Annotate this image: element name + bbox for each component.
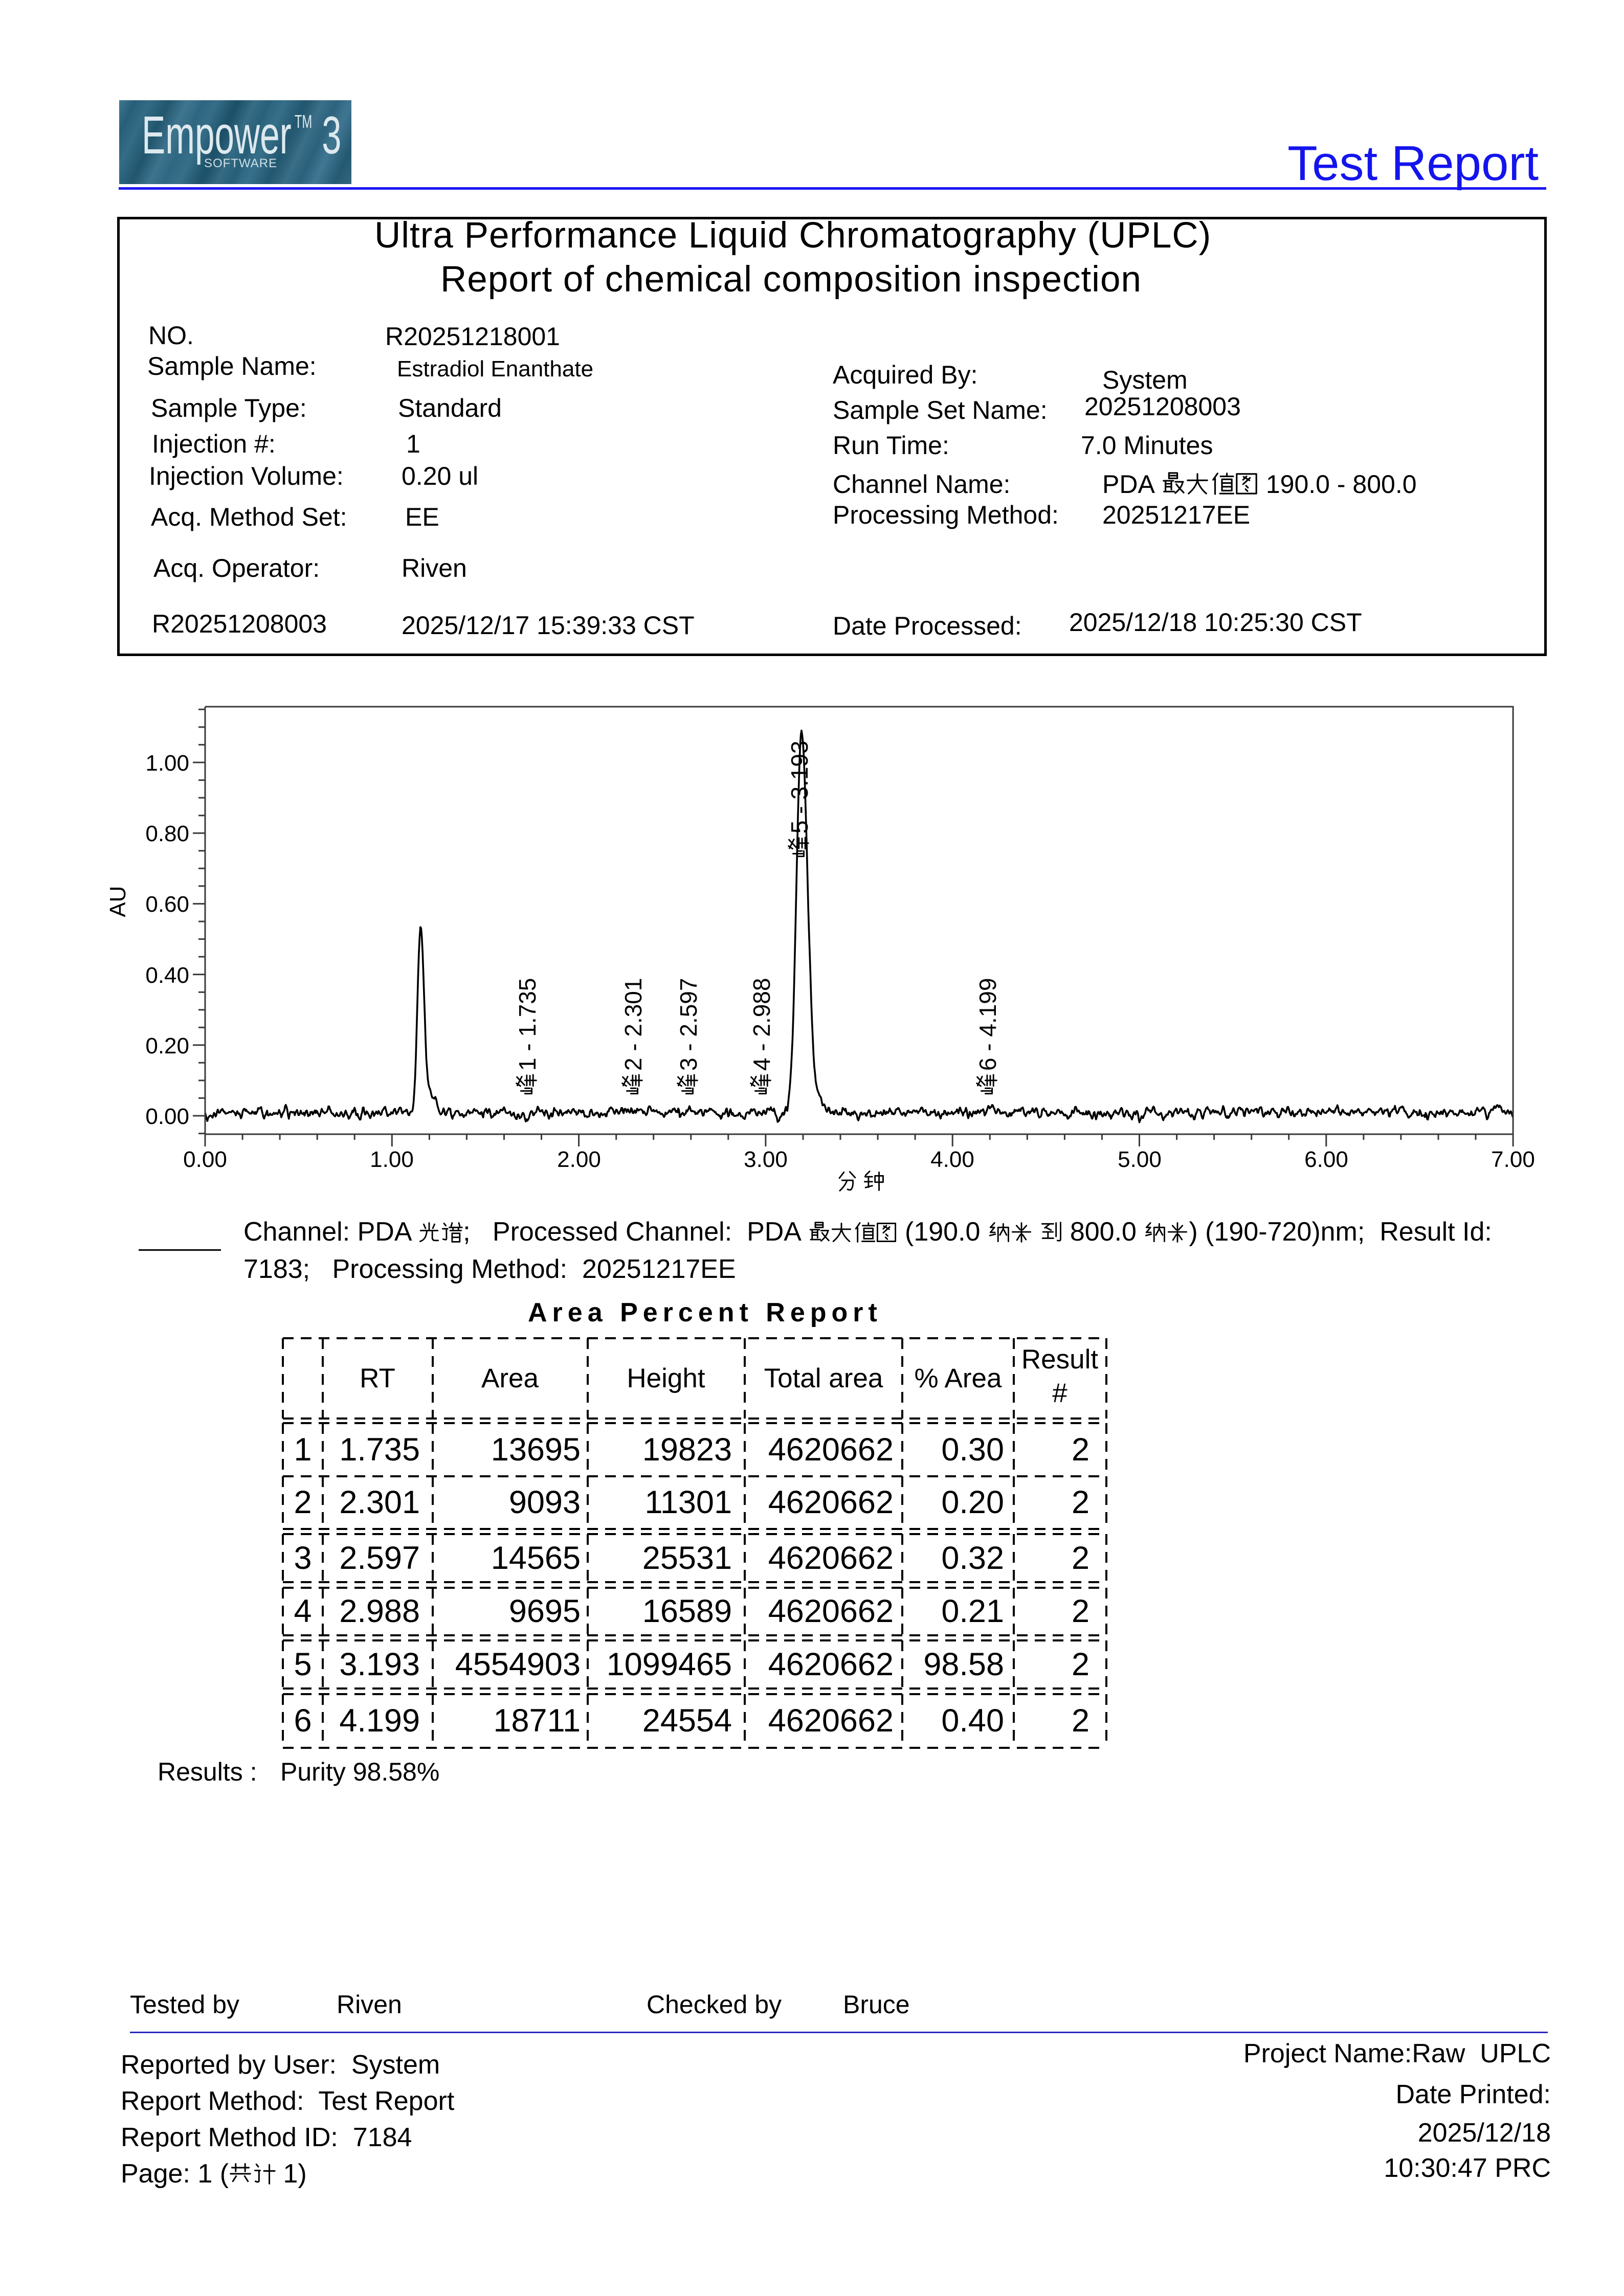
svg-text:1 - 1.735: 1 - 1.735 bbox=[514, 978, 541, 1071]
svg-text:4.00: 4.00 bbox=[930, 1147, 974, 1172]
svg-text:0.40: 0.40 bbox=[145, 963, 189, 988]
svg-text:0.20: 0.20 bbox=[145, 1033, 189, 1059]
svg-text:6 - 4.199: 6 - 4.199 bbox=[974, 978, 1001, 1071]
svg-text:6.00: 6.00 bbox=[1304, 1147, 1348, 1172]
svg-text:7.00: 7.00 bbox=[1491, 1147, 1535, 1172]
svg-text:5 - 3.193: 5 - 3.193 bbox=[786, 740, 813, 834]
svg-text:2.00: 2.00 bbox=[557, 1147, 601, 1172]
svg-text:0.80: 0.80 bbox=[145, 821, 189, 846]
svg-text:2 - 2.301: 2 - 2.301 bbox=[620, 978, 647, 1071]
svg-text:5.00: 5.00 bbox=[1118, 1147, 1162, 1172]
svg-text:1.00: 1.00 bbox=[145, 751, 189, 776]
svg-text:1.00: 1.00 bbox=[370, 1147, 414, 1172]
svg-text:0.60: 0.60 bbox=[145, 892, 189, 917]
svg-text:3 - 2.597: 3 - 2.597 bbox=[675, 978, 702, 1071]
svg-text:0.00: 0.00 bbox=[183, 1147, 227, 1172]
svg-text:AU: AU bbox=[105, 886, 130, 917]
svg-text:0.00: 0.00 bbox=[145, 1104, 189, 1129]
svg-text:4 - 2.988: 4 - 2.988 bbox=[748, 978, 775, 1071]
svg-text:3.00: 3.00 bbox=[744, 1147, 788, 1172]
